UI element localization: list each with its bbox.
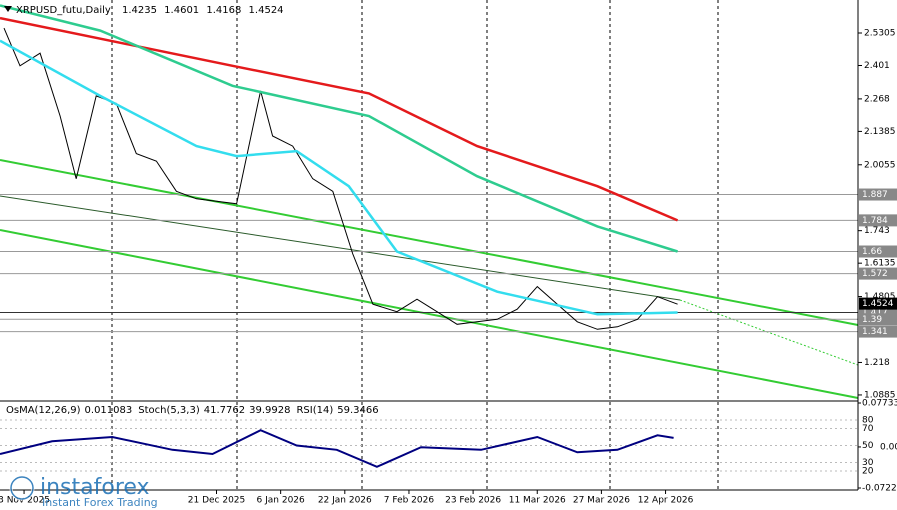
level-label: 1.341 xyxy=(862,327,888,337)
trend-channel xyxy=(0,159,859,399)
chart-header: XRPUSD_futu,Daily 1.4235 1.4601 1.4168 1… xyxy=(16,5,284,16)
y-tick-label: 2.5305 xyxy=(864,29,896,39)
indicator-name: RSI(14) xyxy=(296,405,333,416)
close: 1.4524 xyxy=(249,5,284,16)
level-box xyxy=(859,325,897,338)
x-tick-label: 7 Feb 2026 xyxy=(384,496,435,506)
level-label: 1.66 xyxy=(862,247,882,257)
y-tick-label: 2.1385 xyxy=(864,127,896,137)
level-label: 1.572 xyxy=(862,269,888,279)
level-box xyxy=(859,245,897,258)
x-tick-label: 12 Apr 2026 xyxy=(638,496,694,506)
osma-tick-label: 0.07733 xyxy=(862,399,897,409)
level-box xyxy=(859,188,897,201)
level-label: 1.417 xyxy=(862,308,888,318)
x-tick-label: 3 Nov 2025 xyxy=(0,496,50,506)
y-tick-label: 1.4805 xyxy=(864,292,896,302)
low: 1.4168 xyxy=(206,5,241,16)
level-label: 1.784 xyxy=(862,216,888,226)
indicator-name: Stoch(5,3,3) xyxy=(138,405,200,416)
trend-projection xyxy=(679,299,859,366)
moving-average xyxy=(0,4,678,253)
level-label: 1.887 xyxy=(862,190,888,200)
y-tick-label: 1.0885 xyxy=(864,390,896,400)
x-tick-label: 11 Mar 2026 xyxy=(509,496,566,506)
y-tick-label: 2.268 xyxy=(864,94,890,104)
y-tick-label: 2.401 xyxy=(864,61,890,71)
period-separators xyxy=(111,0,719,490)
level-label: 1.39 xyxy=(862,315,882,325)
moving-average xyxy=(0,16,679,222)
x-tick-label: 22 Jan 2026 xyxy=(318,496,372,506)
symbol: XRPUSD_futu,Daily xyxy=(16,5,111,16)
indicator-value: 59.3466 xyxy=(337,405,378,416)
high: 1.4601 xyxy=(164,5,199,16)
y-tick-label: 1.6135 xyxy=(864,259,896,269)
y-tick-label: 1.743 xyxy=(864,226,890,236)
moving-average xyxy=(0,39,678,316)
osma-tick-label: 0.00 xyxy=(880,442,897,452)
x-tick-label: 27 Mar 2026 xyxy=(573,496,630,506)
osc-tick-label: 30 xyxy=(862,458,874,468)
level-box xyxy=(859,267,897,280)
indicator-value: 0.011083 xyxy=(85,405,133,416)
level-box xyxy=(859,214,897,227)
open: 1.4235 xyxy=(122,5,157,16)
x-tick-label: 23 Feb 2026 xyxy=(445,496,501,506)
trend-line xyxy=(0,195,681,301)
brand: instaforex xyxy=(40,475,150,500)
rsi-line xyxy=(0,429,674,468)
y-tick-label: 2.0055 xyxy=(864,160,896,170)
price-box xyxy=(859,297,897,310)
menu-icon xyxy=(4,6,12,12)
indicator-name: OsMA(12,26,9) xyxy=(6,405,81,416)
indicator-header: OsMA(12,26,9) 0.011083 Stoch(5,3,3) 41.7762… xyxy=(6,405,379,416)
logo: instaforex Instant Forex Trading xyxy=(9,475,158,509)
indicator-value: 39.9928 xyxy=(249,405,290,416)
osc-tick-label: 20 xyxy=(862,467,874,477)
osc-tick-label: 50 xyxy=(862,441,874,451)
x-tick-label: 21 Dec 2025 xyxy=(188,496,246,506)
osc-tick-label: 70 xyxy=(862,424,874,434)
y-tick-label: 1.218 xyxy=(864,358,890,368)
price-label: 1.4524 xyxy=(862,299,894,309)
x-tick-label: 6 Jan 2026 xyxy=(257,496,305,506)
osma-tick-label: -0.07226 xyxy=(862,484,897,494)
indicator-value: 41.7762 xyxy=(204,405,245,416)
osc-tick-label: 80 xyxy=(862,416,874,426)
level-box xyxy=(859,313,897,326)
tagline: Instant Forex Trading xyxy=(42,496,158,509)
